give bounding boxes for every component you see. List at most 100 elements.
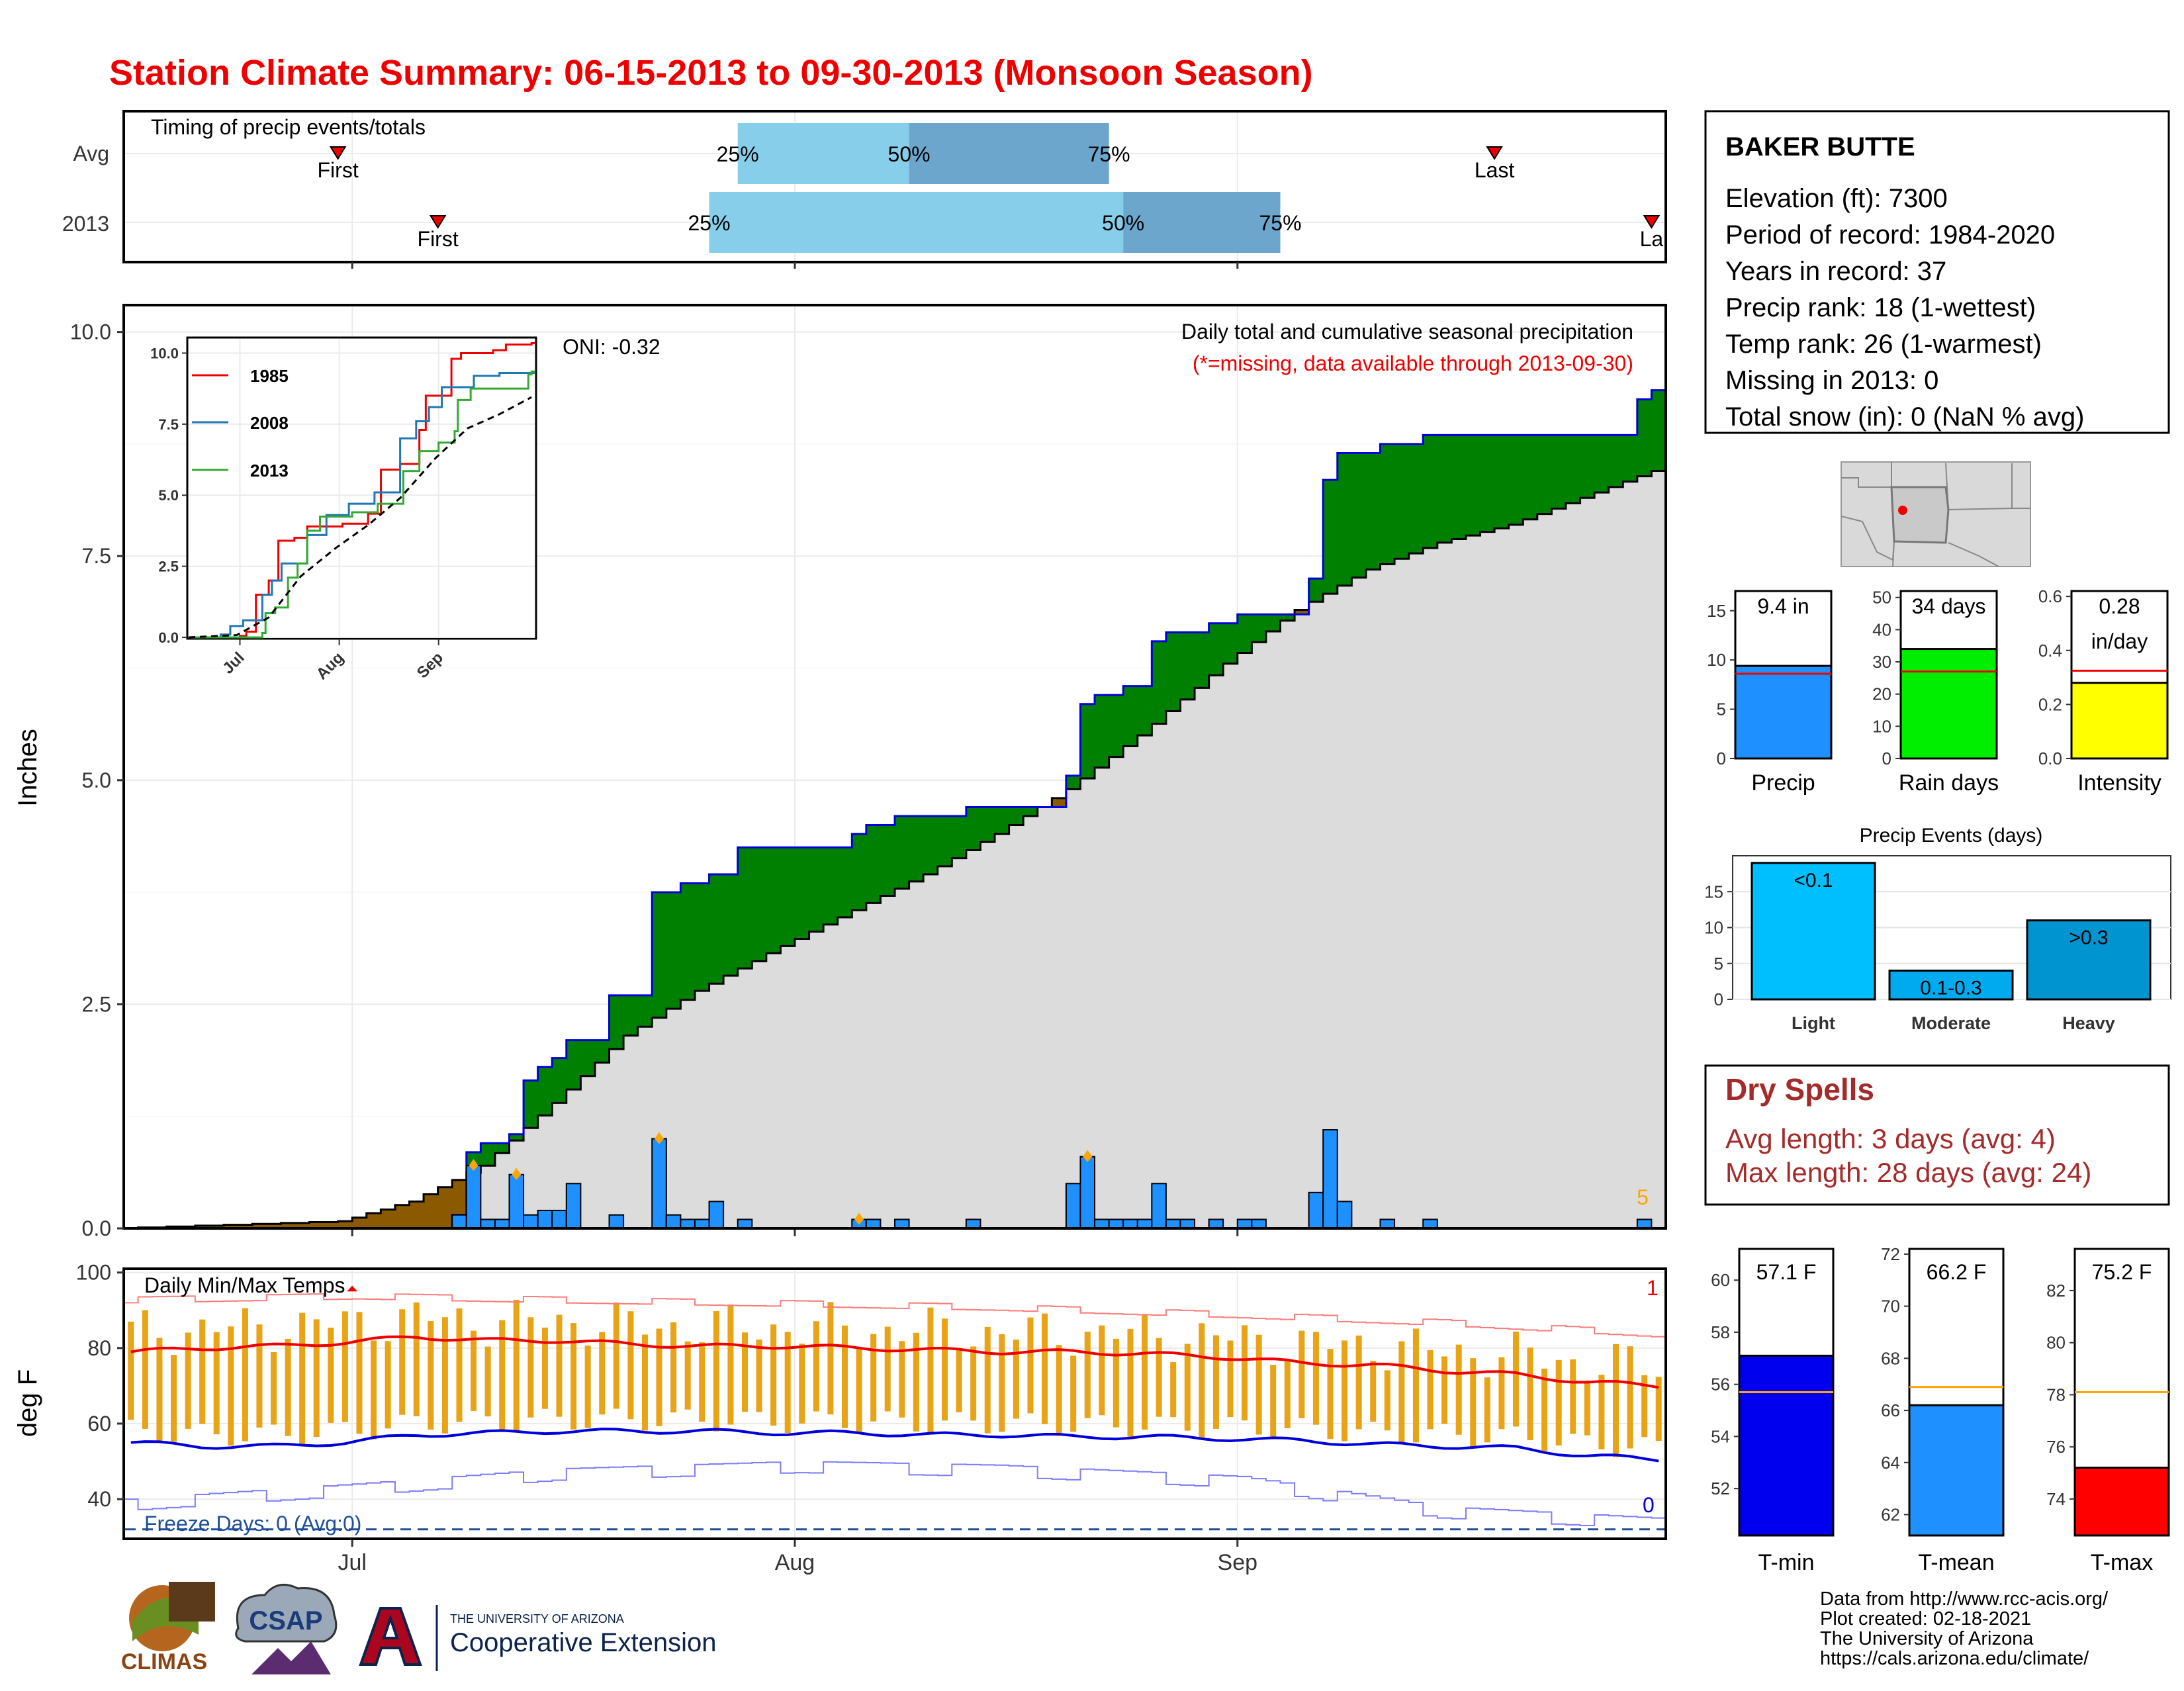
temp-xtick-label-1: Aug bbox=[775, 1550, 815, 1575]
temperature-grid bbox=[125, 1270, 1664, 1537]
deficit-segment-day13 bbox=[309, 1222, 324, 1228]
surplus-segment-day79 bbox=[1251, 614, 1267, 643]
daily-temp-range-bar-65 bbox=[1056, 1345, 1062, 1436]
climas-logo-text: CLIMAS bbox=[121, 1649, 207, 1674]
ua-logo: THE UNIVERSITY OF ARIZONA Cooperative Ex… bbox=[359, 1605, 716, 1671]
daily-temp-range-bar-42 bbox=[727, 1304, 734, 1425]
daily-temp-range-bar-107 bbox=[1655, 1377, 1662, 1441]
csap-logo-mountains bbox=[251, 1641, 331, 1674]
daily-temp-range-bar-103 bbox=[1598, 1375, 1605, 1449]
timing-p50-label-row1: 50% bbox=[1102, 211, 1144, 235]
daily-temp-range-bar-49 bbox=[827, 1302, 834, 1415]
deficit-segment-day82 bbox=[1295, 610, 1310, 615]
temp-bar-value-label-2: 75.2 F bbox=[2092, 1260, 2152, 1284]
daily-temp-range-bar-104 bbox=[1612, 1344, 1619, 1457]
timing-bar-50-75-row0 bbox=[909, 123, 1109, 184]
daily-precip-bar-2013-07-13 bbox=[523, 1214, 539, 1229]
surplus-segment-day47 bbox=[794, 847, 810, 939]
daily-precip-bar-2013-08-21 bbox=[1079, 1156, 1096, 1230]
daily-temp-range-bar-57 bbox=[942, 1318, 948, 1421]
deficit-segment-day9 bbox=[252, 1224, 267, 1228]
daily-temp-range-bar-63 bbox=[1027, 1317, 1034, 1414]
mini-bar-category-0: Precip bbox=[1751, 770, 1815, 796]
inset-ytick-label-4: 10.0 bbox=[150, 345, 179, 361]
daily-precip-bar-2013-07-16 bbox=[565, 1183, 582, 1229]
timing-first-marker-row0 bbox=[329, 146, 347, 160]
events-bar-label-0: <0.1 bbox=[1794, 870, 1833, 891]
daily-temp-range-bar-62 bbox=[1013, 1340, 1019, 1419]
timing-last-marker-row1 bbox=[1643, 215, 1661, 229]
daily-temp-range-bar-58 bbox=[956, 1349, 962, 1412]
daily-temp-range-bar-76 bbox=[1212, 1335, 1219, 1429]
surplus-segment-day27 bbox=[509, 1134, 524, 1141]
daily-temp-range-bar-70 bbox=[1127, 1328, 1134, 1437]
dry-spells-box: Dry Spells Avg length: 3 days (avg: 4) M… bbox=[1704, 1064, 2170, 1206]
mini-bar-value-label-1: 34 days bbox=[1911, 594, 1985, 618]
surplus-segment-day74 bbox=[1180, 632, 1195, 700]
surplus-segment-day40 bbox=[694, 883, 710, 991]
surplus-segment-day78 bbox=[1237, 614, 1252, 653]
timing-p25-label-row1: 25% bbox=[688, 211, 731, 235]
temp-ytick-label-1: 60 bbox=[87, 1412, 111, 1436]
temp-xtick-label-0: Jul bbox=[338, 1550, 366, 1575]
temp-ytick-label-2: 80 bbox=[87, 1336, 111, 1360]
timing-p50-label-row0: 50% bbox=[888, 142, 931, 166]
daily-precip-bar-2013-07-14 bbox=[537, 1209, 553, 1229]
temperature-panel-bg bbox=[124, 1269, 1666, 1539]
daily-temp-range-bar-96 bbox=[1498, 1357, 1505, 1430]
temperature-y-axis: 40 60 80 100 bbox=[76, 1261, 124, 1511]
surplus-segment-day61 bbox=[995, 807, 1010, 835]
footer-line-created: Plot created: 02-18-2021 bbox=[1820, 1608, 2031, 1629]
timing-bar-25-50-row0 bbox=[737, 123, 909, 184]
record-high-line bbox=[124, 1293, 1666, 1338]
daily-temp-range-bar-66 bbox=[1070, 1355, 1077, 1432]
daily-precip-bar-2013-07-24 bbox=[680, 1218, 696, 1229]
daily-temp-range-bar-14 bbox=[328, 1327, 334, 1423]
events-ytick-label-2: 10 bbox=[1704, 918, 1723, 938]
surplus-segment-day32 bbox=[580, 1040, 596, 1076]
temp-bar-ytick-label-2-0: 74 bbox=[2046, 1489, 2066, 1509]
surplus-segment-day68 bbox=[1095, 695, 1110, 768]
daily-temp-range-bar-19 bbox=[399, 1309, 406, 1415]
surplus-segment-day83 bbox=[1308, 578, 1324, 602]
surplus-segment-day51 bbox=[852, 834, 867, 911]
daily-temp-range-bar-91 bbox=[1427, 1349, 1433, 1430]
daily-temp-range-bar-71 bbox=[1142, 1314, 1148, 1430]
temp-bar-ytick-label-0-3: 58 bbox=[1711, 1322, 1730, 1342]
daily-temp-range-bar-40 bbox=[699, 1342, 705, 1422]
station-period: Period of record: 1984-2020 bbox=[1725, 220, 2055, 250]
timing-bar-50-75-row1 bbox=[1123, 192, 1281, 253]
mini-bar-ytick-label-1-1: 10 bbox=[1872, 716, 1891, 736]
deficit-segment-day14 bbox=[324, 1222, 339, 1228]
daily-temp-range-bar-102 bbox=[1584, 1380, 1590, 1436]
deficit-segment-day16 bbox=[352, 1217, 367, 1228]
daily-precip-bar-2013-08-25 bbox=[1136, 1218, 1153, 1229]
timing-first-label-row0: First bbox=[318, 158, 359, 182]
record-high-marker bbox=[347, 1285, 358, 1292]
deficit-segment-day11 bbox=[281, 1222, 296, 1228]
daily-temp-range-bar-1 bbox=[142, 1310, 148, 1429]
surplus-segment-day41 bbox=[709, 874, 724, 984]
mini-bar-ytick-label-1-0: 0 bbox=[1882, 749, 1891, 768]
temp-xtick-label-2: Sep bbox=[1218, 1550, 1258, 1575]
daily-temp-range-bar-47 bbox=[799, 1344, 805, 1424]
footer-line-university: The University of Arizona bbox=[1820, 1628, 2034, 1649]
daily-precip-bar-2013-09-07 bbox=[1322, 1129, 1338, 1229]
precip-corner-label: 5 bbox=[1637, 1185, 1649, 1209]
daily-temp-range-bar-26 bbox=[499, 1320, 506, 1430]
daily-temp-range-bar-68 bbox=[1099, 1325, 1105, 1416]
daily-precip-bar-2013-09-29 bbox=[1636, 1218, 1653, 1229]
deficit-segment-day19 bbox=[394, 1205, 410, 1228]
climas-logo: CLIMAS bbox=[121, 1582, 215, 1674]
temperature-bottom-count: 0 bbox=[1643, 1493, 1655, 1517]
surplus-segment-day76 bbox=[1208, 623, 1224, 676]
surplus-segment-day96 bbox=[1494, 435, 1510, 529]
precip-ytick-label-4: 10.0 bbox=[70, 320, 111, 344]
temp-bar-value-0 bbox=[1738, 1354, 1835, 1537]
dry-spells-avg: Avg length: 3 days (avg: 4) bbox=[1725, 1123, 2056, 1154]
inset-ytick-label-1: 2.5 bbox=[158, 559, 179, 575]
daily-temp-range-bar-44 bbox=[756, 1339, 762, 1412]
